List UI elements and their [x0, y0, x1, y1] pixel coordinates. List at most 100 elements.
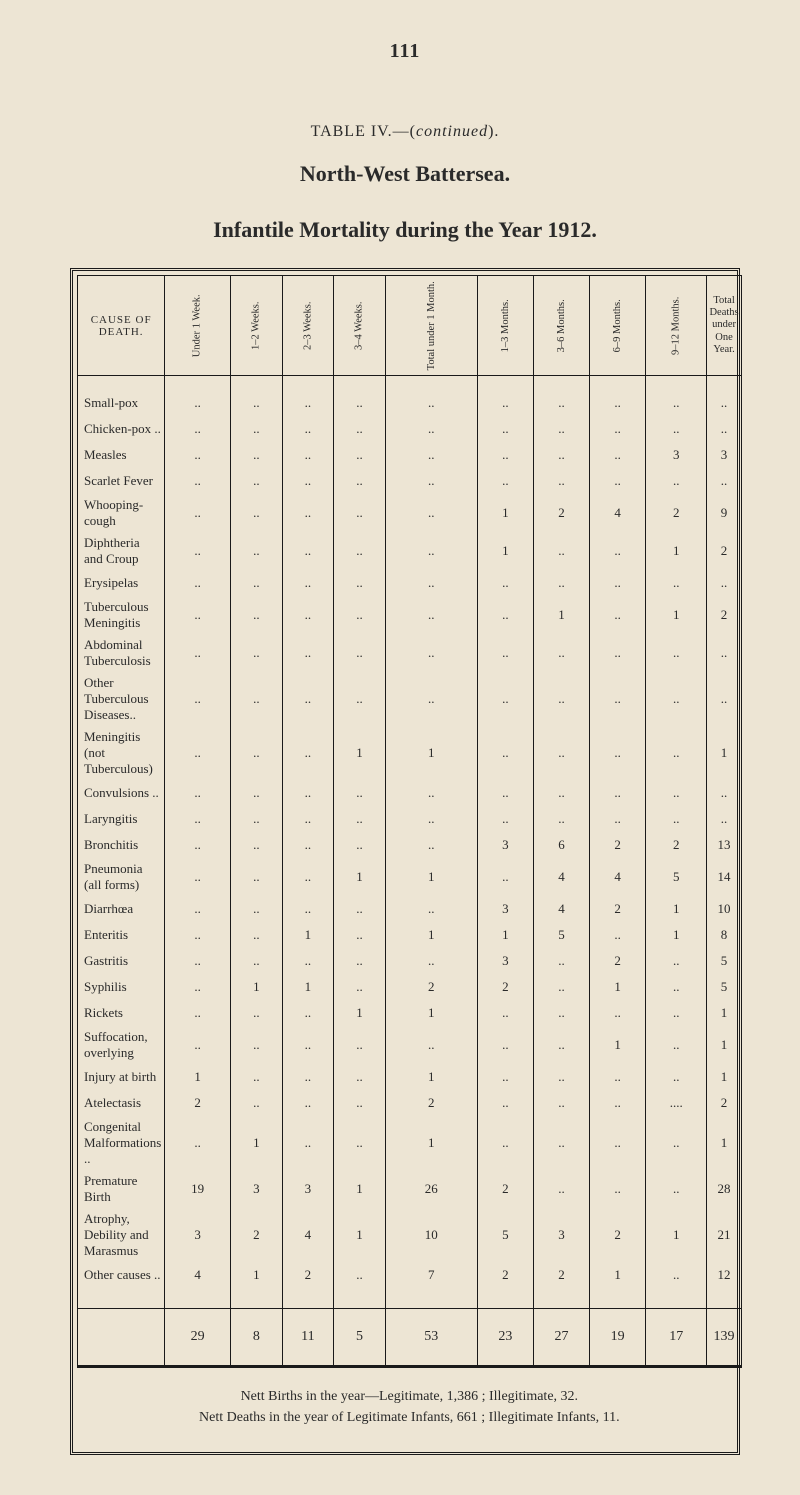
value-cell: ..	[477, 468, 533, 494]
mortality-table: CAUSE OF DEATH. Under 1 Week. 1–2 Weeks.…	[77, 275, 742, 1448]
value-cell: ..	[282, 1026, 334, 1064]
value-cell: ..	[533, 468, 589, 494]
table-row: Pneumonia (all forms)......11..44514	[78, 858, 742, 896]
cause-cell: Gastritis	[78, 948, 165, 974]
value-cell: ..	[282, 596, 334, 634]
value-cell: ..	[231, 570, 283, 596]
value-cell: 2	[646, 832, 707, 858]
table-row: Tuberculous Meningitis............1..12	[78, 596, 742, 634]
value-cell: 2	[385, 974, 477, 1000]
totals-row: 2981155323271917139	[78, 1309, 742, 1367]
value-cell: 1	[385, 726, 477, 780]
value-cell: ..	[334, 1262, 386, 1288]
value-cell: ..	[477, 672, 533, 726]
value-cell: 3	[282, 1170, 334, 1208]
value-cell: ..	[231, 494, 283, 532]
value-cell: 2	[590, 832, 646, 858]
value-cell: 2	[165, 1090, 231, 1116]
value-cell: ..	[533, 974, 589, 1000]
value-cell: 5	[707, 948, 741, 974]
value-cell: 5	[477, 1208, 533, 1262]
value-cell: ..	[385, 780, 477, 806]
value-cell: ..	[165, 532, 231, 570]
pre-totals-gap	[78, 1288, 742, 1309]
value-cell: ..	[165, 494, 231, 532]
value-cell: 12	[707, 1262, 741, 1288]
value-cell: ..	[165, 948, 231, 974]
value-cell: ..	[165, 806, 231, 832]
cause-cell: Erysipelas	[78, 570, 165, 596]
value-cell: ..	[334, 494, 386, 532]
value-cell: ..	[646, 416, 707, 442]
value-cell: ..	[334, 596, 386, 634]
value-cell: 1	[590, 1262, 646, 1288]
value-cell: ..	[334, 390, 386, 416]
value-cell: ..	[590, 468, 646, 494]
value-cell: ..	[282, 806, 334, 832]
totals-value-cell: 19	[590, 1309, 646, 1367]
value-cell: ..	[282, 532, 334, 570]
value-cell: ..	[477, 1064, 533, 1090]
value-cell: ..	[533, 1090, 589, 1116]
value-cell: 2	[590, 1208, 646, 1262]
col-9-12-months: 9–12 Months.	[646, 276, 707, 376]
value-cell: ..	[707, 468, 741, 494]
value-cell: ..	[477, 858, 533, 896]
value-cell: ..	[533, 1116, 589, 1170]
value-cell: 4	[590, 858, 646, 896]
value-cell: ..	[385, 416, 477, 442]
value-cell: ..	[477, 442, 533, 468]
value-cell: 1	[334, 726, 386, 780]
value-cell: ..	[334, 1090, 386, 1116]
value-cell: ..	[231, 532, 283, 570]
table-row: Diphtheria and Croup..........1....12	[78, 532, 742, 570]
totals-value-cell: 8	[231, 1309, 283, 1367]
value-cell: ..	[590, 442, 646, 468]
totals-value-cell: 11	[282, 1309, 334, 1367]
value-cell: ..	[385, 832, 477, 858]
value-cell: ..	[165, 858, 231, 896]
value-cell: ..	[590, 780, 646, 806]
value-cell: ..	[165, 672, 231, 726]
value-cell: ..	[334, 922, 386, 948]
value-cell: ..	[590, 726, 646, 780]
value-cell: 3	[707, 442, 741, 468]
value-cell: ..	[231, 390, 283, 416]
value-cell: 2	[646, 494, 707, 532]
table-row: Premature Birth19331262......28	[78, 1170, 742, 1208]
value-cell: 4	[533, 896, 589, 922]
col-2-3-weeks: 2–3 Weeks.	[282, 276, 334, 376]
region-heading: North-West Battersea.	[70, 161, 740, 187]
value-cell: ..	[533, 390, 589, 416]
value-cell: 1	[533, 596, 589, 634]
value-cell: 1	[385, 922, 477, 948]
value-cell: ..	[646, 1026, 707, 1064]
value-cell: ..	[590, 390, 646, 416]
cause-cell: Pneumonia (all forms)	[78, 858, 165, 896]
value-cell: ..	[533, 416, 589, 442]
cause-cell: Rickets	[78, 1000, 165, 1026]
value-cell: ..	[165, 922, 231, 948]
table-title: Infantile Mortality during the Year 1912…	[70, 217, 740, 243]
value-cell: 1	[590, 974, 646, 1000]
value-cell: 9	[707, 494, 741, 532]
value-cell: ..	[282, 570, 334, 596]
value-cell: ..	[385, 672, 477, 726]
value-cell: 1	[646, 532, 707, 570]
cause-cell: Other Tuberculous Diseases..	[78, 672, 165, 726]
value-cell: ..	[385, 948, 477, 974]
value-cell: ..	[646, 1064, 707, 1090]
footnote-line-2: Nett Deaths in the year of Legitimate In…	[199, 1410, 620, 1425]
value-cell: ..	[165, 596, 231, 634]
value-cell: 8	[707, 922, 741, 948]
value-cell: ..	[165, 1026, 231, 1064]
value-cell: ..	[282, 858, 334, 896]
cause-cell: Meningitis (not Tuberculous)	[78, 726, 165, 780]
table-row: Injury at birth1......1........1	[78, 1064, 742, 1090]
value-cell: ..	[385, 494, 477, 532]
value-cell: ..	[231, 1090, 283, 1116]
value-cell: 4	[165, 1262, 231, 1288]
value-cell: ..	[385, 896, 477, 922]
value-cell: ..	[282, 1064, 334, 1090]
value-cell: 10	[385, 1208, 477, 1262]
